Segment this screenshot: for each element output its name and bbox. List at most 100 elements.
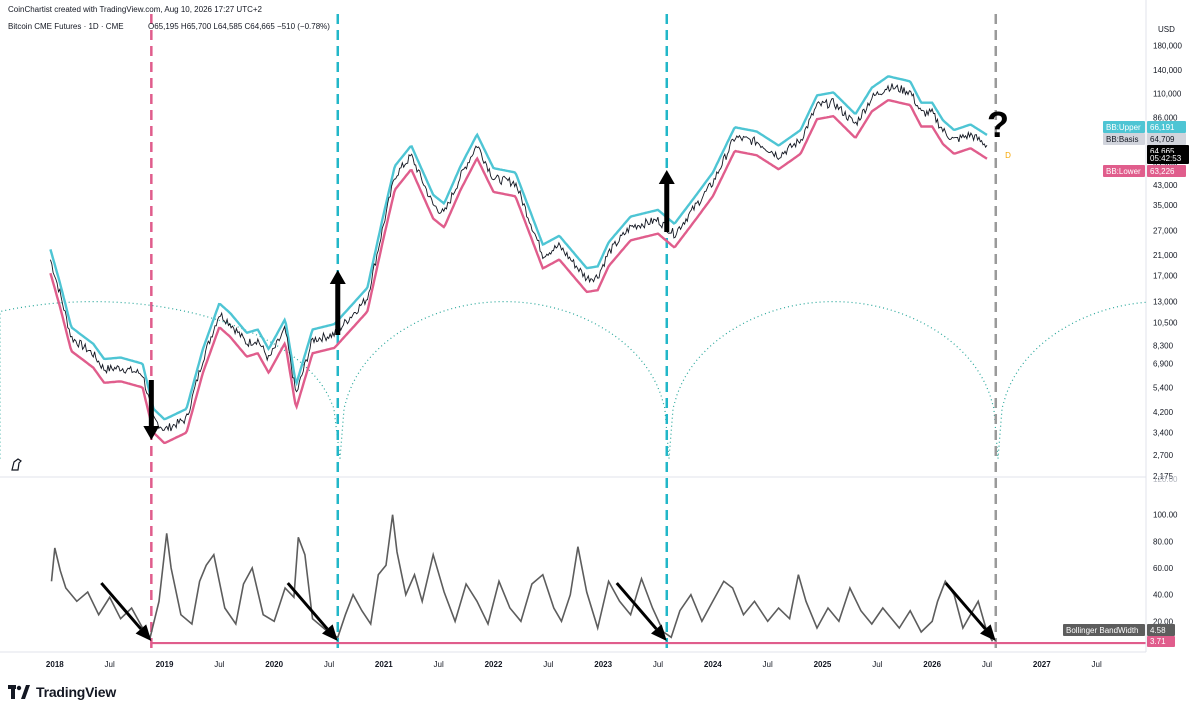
y-tick-label: 10,500 — [1153, 318, 1178, 327]
symbol-text: Bitcoin CME Futures · 1D · CME — [8, 22, 124, 31]
y-tick-label: 2,175 — [1153, 472, 1174, 481]
bb-upper-tag-bg — [1103, 121, 1145, 133]
y-tick-label: 140,000 — [1153, 66, 1182, 75]
price-path — [49, 83, 988, 432]
bw-top-tick-label: 120.00 — [1153, 475, 1178, 484]
bandwidth-arrow — [286, 582, 329, 630]
bb-basis-tag: BB:Basis — [1106, 135, 1138, 144]
x-tick-label: Jul — [105, 660, 115, 669]
brand-name: TradingView — [36, 684, 117, 700]
y-tick-label: 6,900 — [1153, 359, 1174, 368]
bandwidth-arrow-head — [135, 624, 152, 642]
x-tick-label: 2022 — [485, 660, 503, 669]
bb-basis-value: 64,709 — [1150, 135, 1175, 144]
y-tick-label: 4,200 — [1153, 408, 1174, 417]
labels: ? D BB:Upper 66,191 BB:Basis 64,709 64,66505:4… — [11, 104, 1189, 647]
bw-y-tick-label: 40.00 — [1153, 591, 1174, 600]
y-tick-label: 110,000 — [1153, 89, 1182, 98]
marker-label: D — [1005, 151, 1011, 160]
x-tick-label: Jul — [982, 660, 992, 669]
cycle-arc — [0, 301, 341, 459]
price-axis-bg — [1146, 0, 1200, 713]
bb-basis-tag-bg — [1103, 133, 1145, 145]
bandwidth-last-value-bg — [1147, 624, 1175, 636]
cycle-arcs — [0, 301, 1147, 459]
bandwidth-arrow-head — [651, 624, 667, 642]
x-tick-label: Jul — [434, 660, 444, 669]
axes: USD180,000140,000110,00086,00067,00054,0… — [46, 0, 1200, 713]
credit-text: CoinChartist created with TradingView.co… — [8, 5, 262, 14]
x-tick-label: 2024 — [704, 660, 722, 669]
x-tick-label: Jul — [1092, 660, 1102, 669]
tradingview-brand: TradingView — [8, 684, 116, 700]
y-tick-label: 17,000 — [1153, 271, 1178, 280]
x-tick-label: 2023 — [594, 660, 612, 669]
cycle-arc — [997, 301, 1147, 459]
countdown-value: 05:42:53 — [1150, 154, 1182, 163]
y-tick-label: 5,400 — [1153, 383, 1174, 392]
bandwidth-arrow — [100, 582, 143, 630]
bandwidth-arrow — [944, 582, 987, 630]
top-grid — [0, 476, 1146, 653]
x-tick-label: 2026 — [923, 660, 941, 669]
x-tick-label: 2025 — [814, 660, 832, 669]
replay-icon — [11, 458, 22, 471]
y-tick-label: 13,000 — [1153, 298, 1178, 307]
bandwidth-baseline-value: 3.71 — [1150, 637, 1166, 646]
bw-y-tick-label: 80.00 — [1153, 537, 1174, 546]
bb-lower-tag-bg — [1103, 165, 1145, 177]
x-tick-label: Jul — [214, 660, 224, 669]
price-line — [49, 83, 988, 432]
bb-upper-tag: BB:Upper — [1106, 123, 1141, 132]
x-tick-label: 2019 — [156, 660, 174, 669]
bw-y-tick-label: 20.00 — [1153, 617, 1174, 626]
bandwidth-arrow-head — [980, 624, 996, 642]
arrow-up — [329, 270, 346, 335]
x-tick-label: Jul — [653, 660, 663, 669]
x-tick-label: 2021 — [375, 660, 393, 669]
countdown-value-bg — [1147, 153, 1189, 164]
x-tick-label: Jul — [763, 660, 773, 669]
bb-upper-path — [49, 75, 988, 421]
bw-y-tick-label: 100.00 — [1153, 511, 1178, 520]
y-tick-label: 180,000 — [1153, 41, 1182, 50]
cycle-arc — [668, 301, 999, 459]
bandwidth-name-tag: Bollinger BandWidth — [1066, 626, 1138, 635]
x-tick-label: Jul — [543, 660, 553, 669]
bb-upper-line — [49, 75, 988, 421]
bb-lower-value-bg — [1147, 165, 1186, 177]
x-tick-label: 2018 — [46, 660, 64, 669]
bandwidth-path — [50, 514, 994, 642]
currency-label: USD — [1158, 25, 1175, 34]
y-tick-label: 43,000 — [1153, 181, 1178, 190]
last-price-value: 64,665 — [1150, 147, 1175, 156]
question-mark: ? — [987, 104, 1009, 145]
bb-lower-value: 63,226 — [1150, 167, 1175, 176]
y-tick-label: 86,000 — [1153, 113, 1178, 122]
bandwidth-baseline-value-bg — [1147, 636, 1175, 647]
y-tick-label: 8,300 — [1153, 341, 1174, 350]
bandwidth-arrow-head — [322, 624, 338, 642]
bb-basis-value-bg — [1147, 133, 1186, 145]
tradingview-logo-icon — [8, 685, 30, 699]
y-tick-label: 35,000 — [1153, 201, 1178, 210]
y-tick-label: 3,400 — [1153, 428, 1174, 437]
bandwidth-last-value: 4.58 — [1150, 626, 1166, 635]
bandwidth-name-tag-bg — [1063, 624, 1145, 636]
bb-lower-path — [49, 99, 988, 445]
bb-upper-value-bg — [1147, 121, 1186, 133]
ohlc-text: O65,195 H65,700 L64,585 C64,665 −510 (−0… — [148, 22, 330, 31]
bb-upper-value: 66,191 — [1150, 123, 1175, 132]
arrow-up — [658, 170, 675, 232]
x-tick-label: Jul — [872, 660, 882, 669]
x-tick-label: 2020 — [265, 660, 283, 669]
bandwidth-line — [50, 514, 1146, 645]
bw-y-tick-label: 60.00 — [1153, 564, 1174, 573]
bb-lower-tag: BB:Lower — [1106, 167, 1141, 176]
bb-lower-line — [49, 99, 988, 445]
y-tick-label: 27,000 — [1153, 226, 1178, 235]
arrow-down — [143, 380, 160, 440]
x-tick-label: Jul — [324, 660, 334, 669]
cycle-arc — [339, 301, 670, 459]
